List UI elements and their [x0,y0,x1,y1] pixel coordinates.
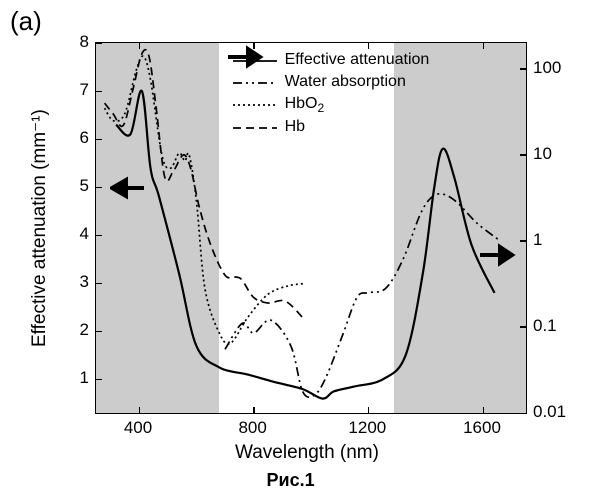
legend-label: Hb [285,116,305,138]
legend-label: Effective attenuation [285,49,430,71]
figure-caption: Рис.1 [267,470,315,491]
legend-item: HbO2 [233,93,430,116]
tick-label: 7 [73,80,89,100]
figure: (a) Рис.1 400 800 1200 1600 1 2 3 4 5 6 7 8 0.01 0.1 1… [0,0,593,500]
tick-label: 6 [73,128,89,148]
arrow-left-icon [110,176,156,200]
x-axis-label: Wavelength (nm) [235,442,379,464]
tick-label: 800 [233,418,273,438]
y-axis-label: Effective attenuation (mm⁻¹) [28,109,51,347]
tick-label: 3 [73,272,89,292]
tick-label: 8 [73,32,89,52]
legend-label: Water absorption [285,71,406,93]
arrow-right-icon [478,243,524,267]
tick-label: 400 [118,418,158,438]
legend-label: HbO2 [285,93,325,116]
tick-label: 2 [73,320,89,340]
tick-label: 0.01 [533,402,566,422]
panel-label: (a) [10,6,42,37]
legend-item: Water absorption [233,71,430,93]
tick-label: 1200 [347,418,387,438]
tick-label: 10 [533,144,552,164]
series-water_absorption [225,194,500,397]
tick-label: 1 [73,368,89,388]
tick-label: 1 [533,230,542,250]
tick-label: 100 [533,58,561,78]
tick-label: 4 [73,224,89,244]
legend-item: Hb [233,116,430,138]
tick-label: 5 [73,176,89,196]
arrow-right-icon [226,45,272,69]
tick-label: 0.1 [533,316,557,336]
tick-label: 1600 [462,418,502,438]
